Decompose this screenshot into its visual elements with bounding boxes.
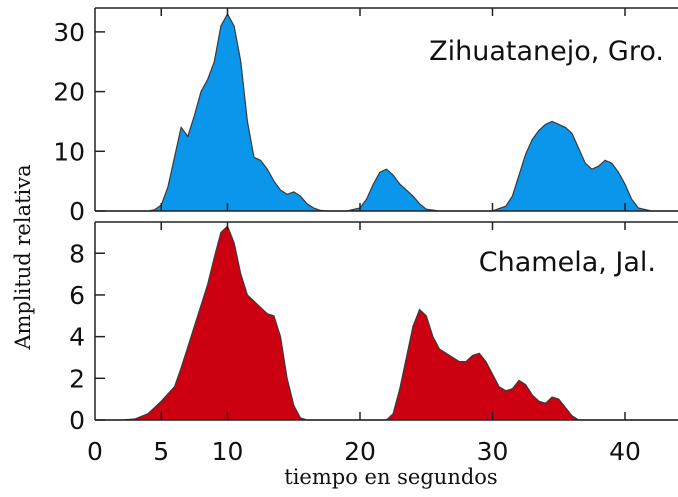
series-label: Zihuatanejo, Gro.: [429, 36, 664, 67]
series-outline: [95, 12, 678, 212]
panel-chamela: 0 2 4 6 8 Chamela, Jal.: [69, 221, 678, 435]
x-tick-label: 40: [609, 437, 641, 466]
x-tick-label: 0: [87, 437, 103, 466]
y-axis-title: Amplitud relativa: [11, 164, 35, 350]
y-tick-label: 20: [53, 78, 85, 107]
x-axis-title: tiempo en segundos: [284, 465, 497, 489]
y-tick-label: 30: [53, 18, 85, 47]
y-tick-label: 10: [53, 137, 85, 166]
y-tick-label: 4: [69, 323, 85, 352]
y-tick-label: 2: [69, 364, 85, 393]
panel-zihuatanejo: 0 10 20 30 Zihuatanejo, Gro.: [53, 7, 678, 226]
y-tick-label: 0: [69, 406, 85, 435]
x-tick-label: 30: [477, 437, 509, 466]
x-tick-label: 10: [212, 437, 244, 466]
y-tick-label: 6: [69, 281, 85, 310]
y-tick-label: 0: [69, 197, 85, 226]
x-tick-label: 20: [344, 437, 376, 466]
x-axis: 0 5 10 20 30 40: [87, 437, 641, 466]
series-outline: [95, 225, 678, 421]
y-tick-label: 8: [69, 239, 85, 268]
x-tick-label: 5: [153, 437, 169, 466]
series-label: Chamela, Jal.: [479, 247, 656, 278]
